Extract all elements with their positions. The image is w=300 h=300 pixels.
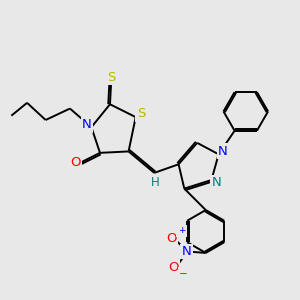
Text: H: H <box>151 176 160 189</box>
Text: N: N <box>212 176 221 189</box>
Text: −: − <box>179 269 188 279</box>
Text: O: O <box>169 261 179 274</box>
Text: O: O <box>167 232 177 244</box>
Text: N: N <box>82 118 92 131</box>
Text: S: S <box>107 70 116 84</box>
Text: O: O <box>70 156 81 170</box>
Text: S: S <box>137 107 145 120</box>
Text: +: + <box>178 226 185 236</box>
Text: N: N <box>218 145 228 158</box>
Text: N: N <box>182 245 191 258</box>
